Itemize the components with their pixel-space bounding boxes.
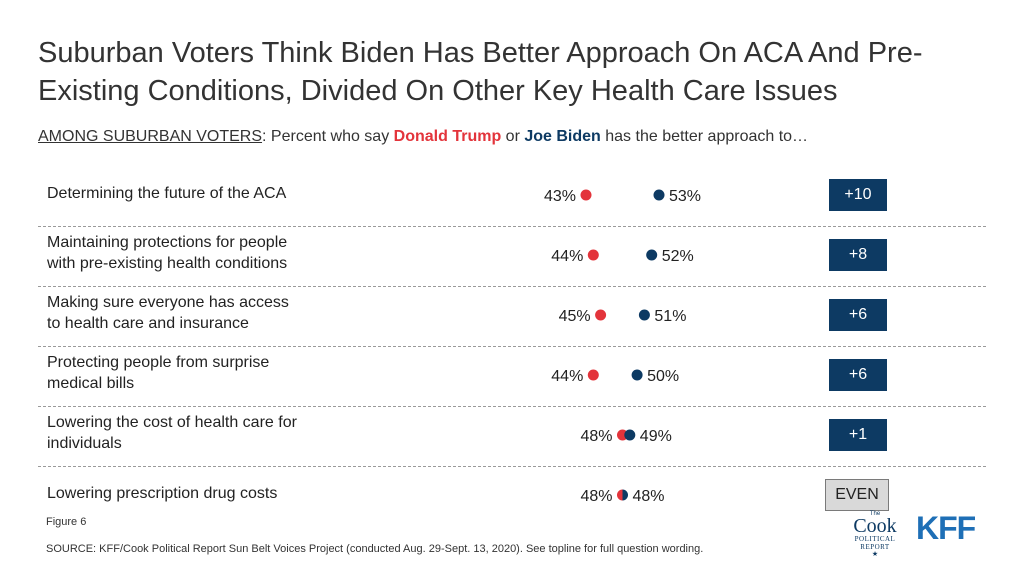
biden-value-label: 49% [640, 428, 672, 445]
row-label-line: Lowering the cost of health care for [47, 414, 297, 431]
chart-title: Suburban Voters Think Biden Has Better A… [38, 37, 923, 107]
cook-logo-the: The [869, 511, 881, 517]
row-label-line: Maintaining protections for people [47, 234, 288, 251]
biden-value-label: 52% [662, 248, 694, 265]
row-label-line: individuals [47, 435, 122, 452]
biden-point [631, 369, 643, 381]
row-label-line: Protecting people from surprise [47, 354, 270, 371]
trump-value-label: 44% [551, 368, 583, 385]
biden-point [653, 189, 665, 201]
subtitle-trump: Donald Trump [393, 128, 502, 145]
biden-point [646, 249, 658, 261]
biden-point [622, 489, 628, 501]
trump-value-label: 44% [551, 248, 583, 265]
biden-value-label: 50% [647, 368, 679, 385]
trump-value-label: 45% [559, 308, 591, 325]
biden-value-label: 48% [633, 488, 665, 505]
difference-badge: +8 [829, 239, 887, 271]
difference-badge: +6 [829, 299, 887, 331]
row-label-line: with pre-existing health conditions [47, 255, 288, 272]
biden-value-label: 53% [669, 188, 701, 205]
trump-point [595, 309, 607, 321]
cook-logo-name: Cook [853, 515, 897, 537]
trump-value-label: 48% [580, 428, 612, 445]
row-label: Maintaining protections for people with p… [47, 232, 377, 274]
subtitle-end: has the better approach to… [600, 128, 809, 145]
trump-point [580, 189, 592, 201]
row-label: Protecting people from surprise medical b… [47, 352, 377, 394]
difference-badge: +10 [829, 179, 887, 211]
tie-point [617, 489, 628, 501]
row-label: Making sure everyone has access to health… [47, 292, 377, 334]
difference-badge: EVEN [825, 479, 889, 511]
row-label-line: Determining the future of the ACA [47, 184, 287, 202]
row-label: Determining the future of the ACA [47, 183, 377, 204]
row-divider [38, 346, 986, 347]
row-divider [38, 466, 986, 467]
row-label-line: Making sure everyone has access [47, 294, 289, 311]
trump-point [617, 489, 623, 501]
biden-point [638, 309, 650, 321]
subtitle-or: or [501, 128, 525, 145]
cook-political-report-logo: The Cook POLITICAL REPORT ★ [845, 511, 905, 558]
source-note: SOURCE: KFF/Cook Political Report Sun Be… [46, 543, 704, 555]
subtitle-lead: AMONG SUBURBAN VOTERS [38, 128, 263, 145]
difference-badge: +1 [829, 419, 887, 451]
row-divider [38, 286, 986, 287]
row-label-line: to health care and insurance [47, 315, 249, 332]
difference-badge: +6 [829, 359, 887, 391]
kff-logo: KFF [916, 510, 976, 546]
cook-logo-political: POLITICAL [854, 535, 896, 543]
figure-label: Figure 6 [46, 516, 87, 528]
row-divider [38, 226, 986, 227]
cook-logo-report: REPORT [860, 543, 890, 551]
trump-point [587, 369, 599, 381]
row-label: Lowering prescription drug costs [47, 483, 377, 504]
chart-subtitle: AMONG SUBURBAN VOTERS: Percent who say D… [38, 128, 808, 146]
row-label-line: medical bills [47, 375, 135, 392]
biden-point [624, 429, 636, 441]
row-label-line: Lowering prescription drug costs [47, 484, 278, 502]
row-divider [38, 406, 986, 407]
trump-value-label: 48% [580, 488, 612, 505]
trump-point [587, 249, 599, 261]
trump-value-label: 43% [544, 188, 576, 205]
biden-value-label: 51% [654, 308, 686, 325]
row-label: Lowering the cost of health care for indi… [47, 412, 377, 454]
subtitle-mid: : Percent who say [262, 128, 394, 145]
subtitle-biden: Joe Biden [524, 128, 601, 145]
star-icon: ★ [871, 551, 879, 558]
